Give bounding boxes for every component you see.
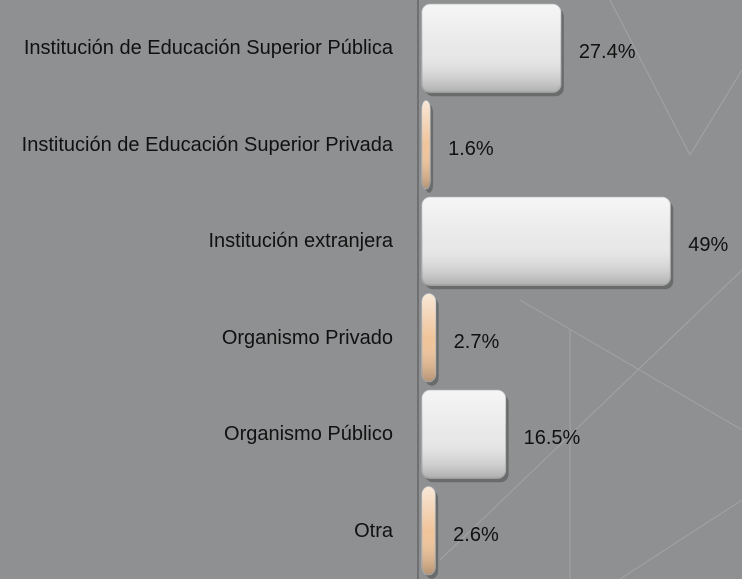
y-tick-label: Institución de Educación Superior Públic… — [23, 37, 393, 60]
bar-shine — [422, 197, 671, 286]
value-label: 49% — [688, 234, 729, 257]
y-tick-label: Institución de Educación Superior Privad… — [21, 133, 393, 156]
bar-shine — [422, 293, 436, 382]
value-label: 1.6% — [448, 137, 494, 160]
bar-shine — [422, 486, 436, 575]
bar-shine — [422, 100, 431, 189]
y-tick-label: Organismo Público — [224, 423, 393, 446]
y-tick-label: Otra — [354, 519, 393, 542]
value-label: 16.5% — [523, 427, 581, 450]
value-label: 27.4% — [578, 41, 636, 64]
y-tick-label: Institución extranjera — [208, 230, 393, 253]
bar-shine — [422, 4, 561, 93]
y-tick-label: Organismo Privado — [221, 326, 393, 349]
value-label: 2.6% — [453, 523, 499, 546]
background-lines — [439, 0, 742, 579]
value-label: 2.7% — [453, 330, 500, 353]
bar-shine — [422, 390, 506, 479]
